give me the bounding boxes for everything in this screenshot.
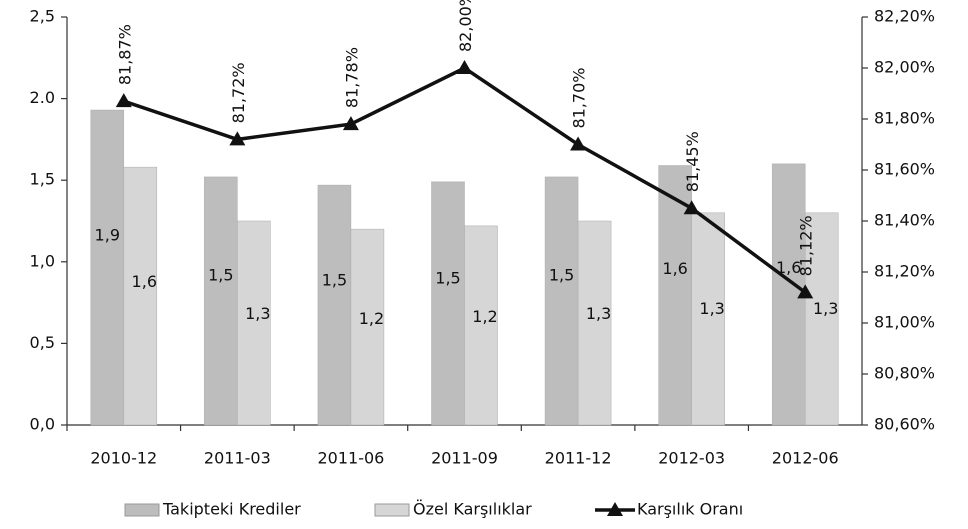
- line-marker: [797, 284, 814, 299]
- line-label: 81,70%: [570, 67, 589, 128]
- y-tick-label: 0,5: [30, 333, 55, 352]
- bar-label: 1,3: [245, 304, 270, 323]
- bar-label: 1,6: [776, 258, 801, 277]
- bar: [544, 176, 579, 426]
- bar-label: 1,5: [549, 266, 574, 285]
- bar: [204, 176, 238, 426]
- bar: [431, 181, 465, 426]
- line-marker: [115, 93, 132, 108]
- line-marker: [229, 131, 246, 146]
- y-tick-label: 2.0: [30, 88, 55, 107]
- bar: [804, 212, 839, 426]
- bar-label: 1,3: [586, 304, 611, 323]
- y2-tick-label: 80,80%: [874, 364, 935, 383]
- x-tick-label: 2011-12: [545, 449, 612, 468]
- bar: [577, 220, 612, 426]
- bar-label: 1,6: [132, 272, 157, 291]
- legend-label: Özel Karşılıklar: [413, 500, 532, 519]
- line-label: 81,78%: [342, 47, 361, 108]
- line-label: 81,87%: [115, 24, 134, 85]
- line-label: 81,72%: [229, 62, 248, 123]
- y2-tick-label: 80,60%: [874, 415, 935, 434]
- bar-label: 1,5: [208, 266, 233, 285]
- bar: [691, 212, 725, 426]
- y2-tick-label: 81,40%: [874, 211, 935, 230]
- x-tick-label: 2011-03: [204, 449, 271, 468]
- line-label: 81,45%: [683, 131, 702, 192]
- bar-label: 1,2: [359, 309, 384, 328]
- legend-marker: [607, 502, 623, 516]
- x-tick-label: 2011-09: [431, 449, 498, 468]
- bar-label: 1,5: [435, 269, 460, 288]
- y-tick-label: 0,0: [30, 415, 55, 434]
- x-tick-label: 2011-06: [317, 449, 384, 468]
- bar: [464, 225, 498, 426]
- legend-label: Takipteki Krediler: [162, 500, 301, 519]
- bar: [123, 166, 158, 426]
- line-label: 81,12%: [797, 215, 816, 276]
- bar: [237, 220, 271, 426]
- bar-label: 1,5: [322, 271, 347, 290]
- y2-tick-label: 82,00%: [874, 58, 935, 77]
- y2-tick-label: 81,00%: [874, 313, 935, 332]
- bar: [350, 228, 385, 426]
- y2-tick-label: 81,20%: [874, 262, 935, 281]
- line-marker: [456, 60, 473, 74]
- bar-label: 1,2: [472, 307, 497, 326]
- line-marker: [570, 136, 587, 151]
- y2-tick-label: 81,80%: [874, 109, 935, 128]
- y-tick-label: 1,0: [30, 251, 55, 270]
- bar-label: 1,9: [95, 226, 120, 245]
- line-label: 82,00%: [456, 0, 475, 52]
- x-tick-label: 2010-12: [90, 449, 157, 468]
- bar-label: 1,3: [699, 299, 724, 318]
- x-tick-label: 2012-06: [772, 449, 839, 468]
- bar-label: 1,6: [662, 259, 687, 278]
- y2-tick-label: 81,60%: [874, 160, 935, 179]
- y2-tick-label: 82,20%: [874, 7, 935, 26]
- bar: [90, 109, 125, 426]
- x-tick-label: 2012-03: [658, 449, 725, 468]
- bar-label: 1,3: [813, 299, 838, 318]
- y-tick-label: 1,5: [30, 170, 55, 189]
- bar: [658, 165, 692, 426]
- legend-swatch: [124, 503, 160, 517]
- legend-swatch: [374, 503, 410, 517]
- bar: [317, 184, 352, 426]
- line-marker: [683, 200, 700, 215]
- legend-label: Karşılık Oranı: [637, 500, 743, 519]
- line-marker: [342, 116, 359, 131]
- y-tick-label: 2,5: [30, 7, 55, 26]
